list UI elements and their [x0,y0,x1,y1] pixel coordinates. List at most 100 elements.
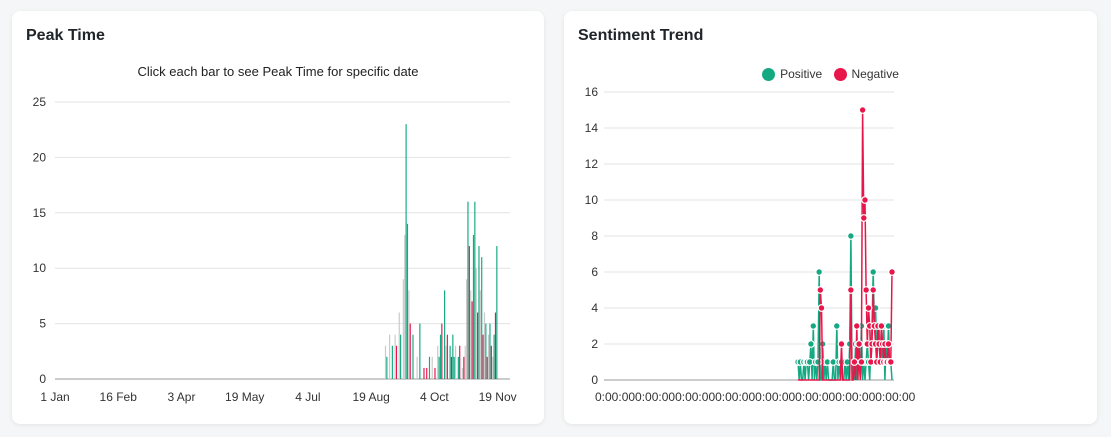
sentiment-trend-chart[interactable]: 0 2 4 6 8 10 12 14 16 0:00:000:00:000:00:000:00:0… [564,11,1097,424]
bar[interactable] [475,268,477,379]
bar[interactable] [394,334,396,379]
bar[interactable] [489,323,491,379]
bar[interactable] [496,246,498,379]
bar[interactable] [428,356,431,379]
x-tick-label: 19 Nov [479,390,517,404]
bar[interactable] [464,345,466,379]
data-point[interactable] [832,322,841,330]
bar[interactable] [493,334,495,379]
y-tick-label: 0 [591,373,598,387]
legend-dot-positive [762,67,776,81]
peak-time-chart[interactable]: 0 5 10 15 20 25 1 Jan 16 Feb 3 Apr 19 May 4 Jul 19 … [12,11,544,424]
data-point[interactable] [877,322,886,330]
x-tick-label: 19 May [225,390,264,404]
bar[interactable] [486,356,488,379]
bar[interactable] [467,201,469,379]
legend-item-negative[interactable]: Negative [833,67,899,81]
bar[interactable] [481,257,483,379]
bar[interactable] [479,290,481,379]
bar[interactable] [470,290,472,379]
data-point[interactable] [846,232,855,240]
data-point[interactable] [888,268,896,276]
bar[interactable] [402,279,404,379]
bar[interactable] [441,323,443,379]
bar[interactable] [483,312,486,379]
data-point[interactable] [850,358,859,366]
bar[interactable] [419,323,421,379]
bar[interactable] [459,345,461,379]
bar[interactable] [492,356,494,379]
bar[interactable] [472,234,475,379]
bar[interactable] [386,356,388,379]
bar[interactable] [398,312,400,379]
bar[interactable] [426,367,428,379]
data-point[interactable] [837,340,846,348]
data-point[interactable] [814,358,822,366]
bar[interactable] [408,290,410,379]
bar[interactable] [452,334,454,379]
bar[interactable] [490,345,492,379]
bar[interactable] [477,312,479,379]
bar[interactable] [449,345,451,379]
bar[interactable] [439,334,442,379]
bar[interactable] [494,312,497,379]
bar[interactable] [444,290,446,379]
bar[interactable] [391,345,393,379]
bar[interactable] [406,223,409,379]
legend-item-positive[interactable]: Positive [762,67,822,81]
bar[interactable] [389,334,391,379]
data-point[interactable] [884,340,893,348]
y-tick-label: 20 [33,150,47,164]
bar[interactable] [434,367,436,379]
data-point[interactable] [809,322,818,330]
bar[interactable] [405,124,407,379]
data-point[interactable] [817,304,826,312]
data-point[interactable] [869,286,878,294]
bar[interactable] [445,345,447,379]
data-point[interactable] [861,196,869,204]
bar[interactable] [453,356,455,379]
bar[interactable] [482,334,484,379]
bar[interactable] [384,345,387,379]
bar[interactable] [431,356,433,379]
y-tick-label: 10 [585,193,599,207]
bar[interactable] [457,356,459,379]
bar[interactable] [446,334,448,379]
bar[interactable] [400,334,402,379]
y-tick-label: 15 [33,206,47,220]
bar[interactable] [463,356,465,379]
bar[interactable] [474,201,476,379]
bar[interactable] [437,345,439,379]
data-point[interactable] [869,268,878,276]
data-point[interactable] [886,358,895,366]
bar[interactable] [404,234,406,379]
data-point[interactable] [807,340,815,348]
bar[interactable] [488,334,490,379]
data-point[interactable] [846,286,855,294]
data-point[interactable] [859,214,868,222]
bar[interactable] [468,246,470,379]
bar[interactable] [466,279,468,379]
data-point[interactable] [858,106,867,114]
bar[interactable] [409,323,411,379]
data-point[interactable] [816,286,825,294]
data-point[interactable] [855,340,864,348]
data-point[interactable] [864,304,873,312]
bar[interactable] [412,334,414,379]
bar[interactable] [455,345,457,379]
bar[interactable] [438,356,440,379]
x-tick-label: 16 Feb [100,390,138,404]
bar[interactable] [485,323,487,379]
bar[interactable] [416,356,418,379]
data-point[interactable] [857,358,866,366]
data-point[interactable] [815,268,824,276]
bar[interactable] [450,356,453,379]
bar[interactable] [478,246,480,379]
bar[interactable] [471,301,473,379]
bar[interactable] [423,367,425,379]
data-point[interactable] [852,322,861,330]
bar[interactable] [395,345,398,379]
y-tick-label: 5 [39,317,46,331]
data-point[interactable] [862,286,871,294]
bar[interactable] [461,367,464,379]
